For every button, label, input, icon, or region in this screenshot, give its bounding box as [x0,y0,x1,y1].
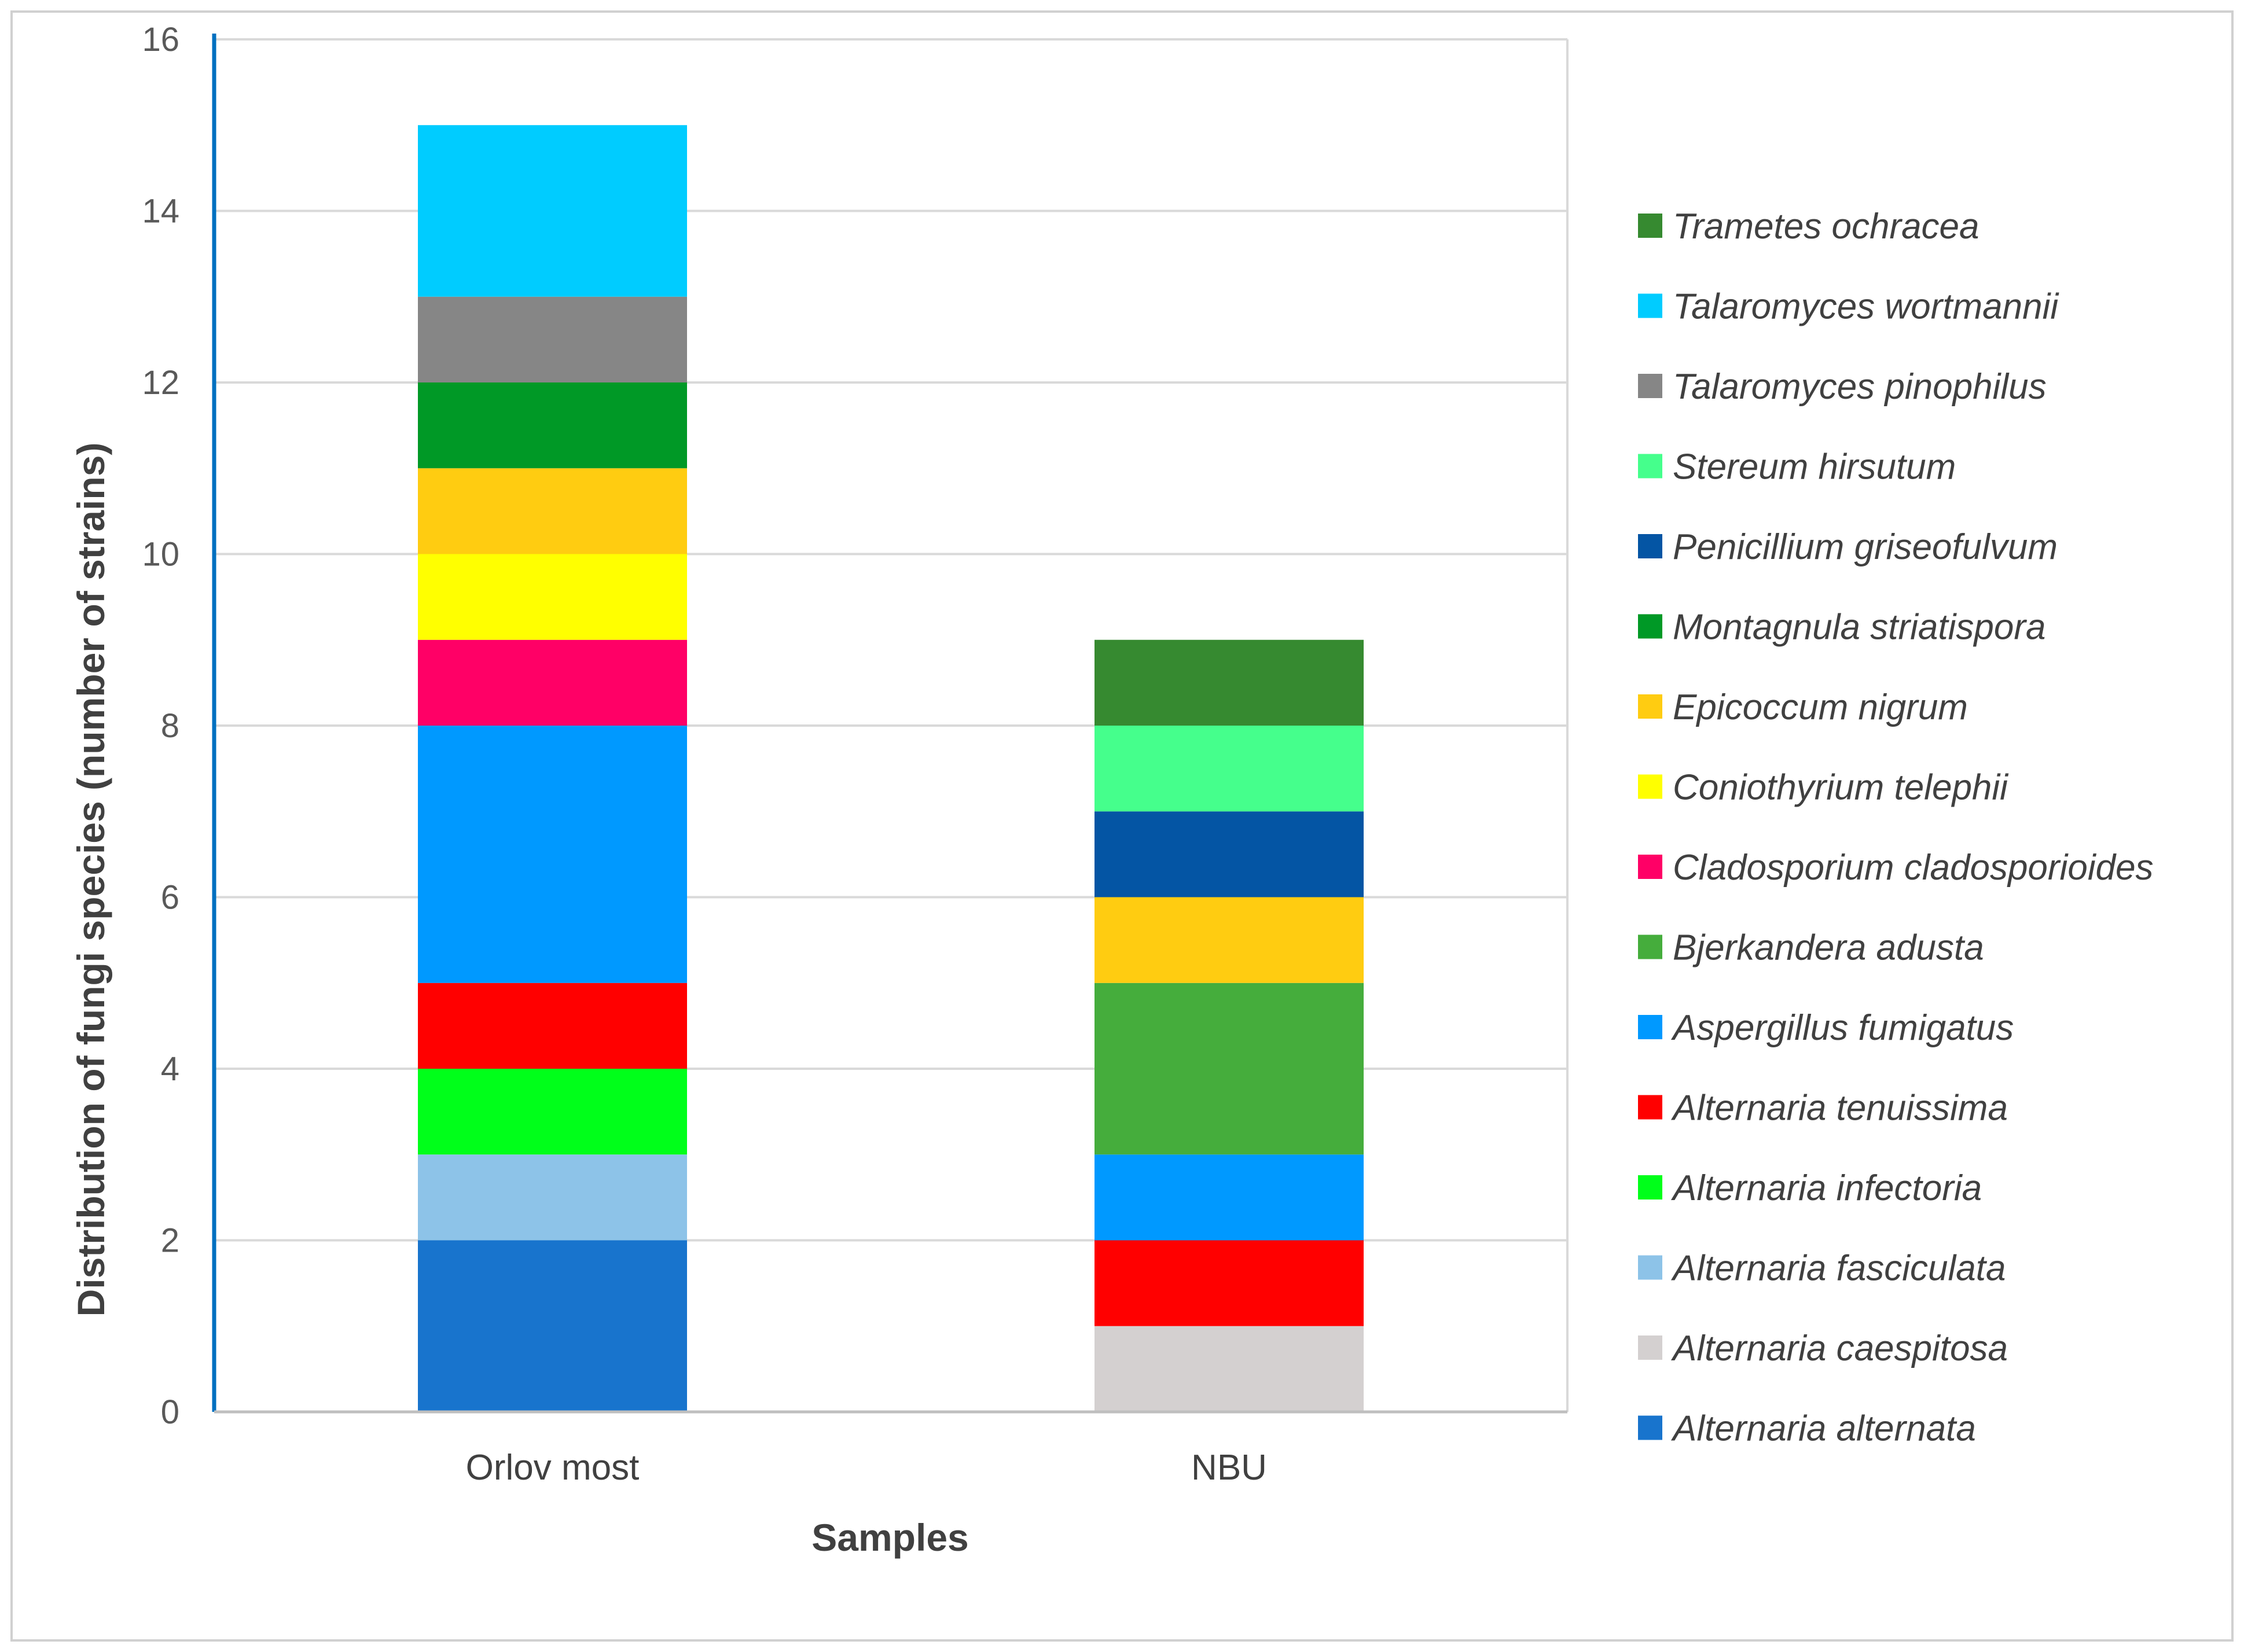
y-tick-label: 2 [161,1222,179,1260]
legend-swatch [1638,614,1662,639]
legend-swatch [1638,1175,1662,1200]
legend-label: Alternaria caespitosa [1670,1329,2008,1368]
legend-label: Bjerkandera adusta [1673,928,1984,968]
legend-label: Alternaria infectoria [1670,1168,1982,1208]
legend-swatch [1638,1415,1662,1440]
legend-swatch [1638,1255,1662,1280]
bar-segment [418,468,687,554]
axes [212,34,1567,1414]
bar-segment [1095,726,1364,812]
legend-swatch [1638,774,1662,799]
y-tick-label: 16 [142,21,179,58]
legend-label: Trametes ochracea [1673,207,1979,246]
bar-segment [418,726,687,983]
y-tick-label: 8 [161,707,179,745]
bar-stacks [418,125,1364,1412]
y-tick-labels: 0 2 4 6 8 10 12 14 16 [142,21,179,1431]
x-category-label: Orlov most [466,1448,640,1488]
x-axis-title: Samples [811,1516,968,1559]
bar-segment [1095,1154,1364,1241]
bar-segment [418,125,687,297]
y-tick-label: 4 [161,1050,179,1088]
legend-label: Talaromyces pinophilus [1673,367,2047,407]
y-tick-label: 14 [142,193,179,230]
legend-label: Aspergillus fumigatus [1670,1008,2014,1048]
legend-label: Alternaria tenuissima [1670,1088,2008,1128]
legend-swatch [1638,454,1662,479]
legend-swatch [1638,1095,1662,1120]
legend-swatch [1638,1015,1662,1039]
bar-segment [1095,639,1364,726]
legend-swatch [1638,694,1662,719]
bar-segment [1095,811,1364,897]
legend-label: Alternaria alternata [1670,1409,1976,1449]
legend-label: Cladosporium cladosporioides [1673,848,2154,888]
bar-segment [1095,983,1364,1155]
y-axis-title: Distribution of fungi species (number of… [69,443,112,1317]
y-tick-label: 0 [161,1393,179,1431]
legend-swatch [1638,534,1662,558]
bar-segment [418,1069,687,1155]
bar-segment [1095,897,1364,983]
legend-label: Penicillium griseofulvum [1673,527,2058,567]
legend-label: Stereum hirsutum [1673,447,1956,487]
y-tick-label: 10 [142,536,179,573]
legend-swatch [1638,214,1662,238]
legend-swatch [1638,374,1662,398]
legend-label: Talaromyces wortmannii [1673,287,2059,327]
y-tick-label: 12 [142,364,179,402]
x-category-label: NBU [1191,1448,1267,1488]
legend-swatch [1638,934,1662,959]
y-tick-label: 6 [161,879,179,917]
legend-label: Epicoccum nigrum [1673,687,1968,727]
bar-segment [418,1240,687,1412]
legend-swatch [1638,1335,1662,1360]
legend-swatch [1638,293,1662,318]
legend-swatch [1638,855,1662,879]
bar-segment [418,554,687,640]
bar-segment [1095,1240,1364,1326]
bar-segment [418,1154,687,1241]
bar-segment [1095,1326,1364,1412]
bar-segment [418,983,687,1069]
legend-label: Montagnula striatispora [1673,608,2045,647]
bar-segment [418,382,687,469]
legend-label: Coniothyrium telephii [1673,768,2009,808]
bar-segment [418,296,687,382]
legend-label: Alternaria fasciculata [1670,1249,2006,1289]
legend: Trametes ochracea Talaromyces wortmannii T… [1638,207,2154,1449]
x-category-labels: Orlov most NBU [466,1448,1267,1488]
bar-segment [418,639,687,726]
